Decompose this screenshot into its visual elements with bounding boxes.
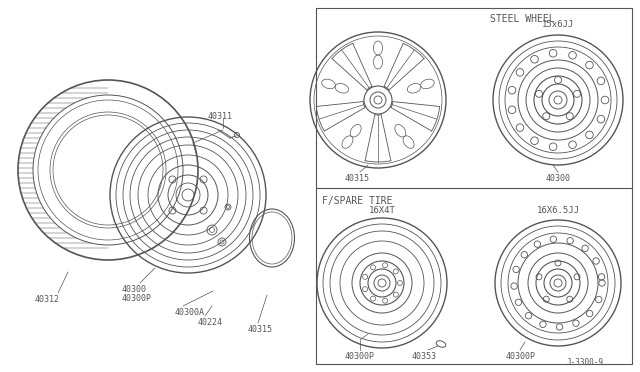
Text: 40300P: 40300P	[345, 352, 375, 361]
Text: 15x6JJ: 15x6JJ	[542, 20, 574, 29]
Text: 40353: 40353	[412, 352, 437, 361]
Text: 16X4T: 16X4T	[369, 206, 396, 215]
Text: 40300A: 40300A	[175, 308, 205, 317]
Text: 40300P: 40300P	[506, 352, 536, 361]
Text: 40300: 40300	[122, 285, 147, 294]
Text: 40300P: 40300P	[122, 294, 152, 303]
Text: STEEL WHEEL: STEEL WHEEL	[490, 14, 555, 24]
Text: 40315: 40315	[345, 174, 370, 183]
Text: 40300: 40300	[545, 174, 570, 183]
Text: 40315: 40315	[248, 325, 273, 334]
Text: 16X6.5JJ: 16X6.5JJ	[536, 206, 579, 215]
Text: F/SPARE TIRE: F/SPARE TIRE	[322, 196, 392, 206]
Text: J-3300-9: J-3300-9	[567, 358, 604, 367]
Text: 40224: 40224	[198, 318, 223, 327]
Text: 40311: 40311	[208, 112, 233, 121]
Text: 40312: 40312	[35, 295, 60, 304]
